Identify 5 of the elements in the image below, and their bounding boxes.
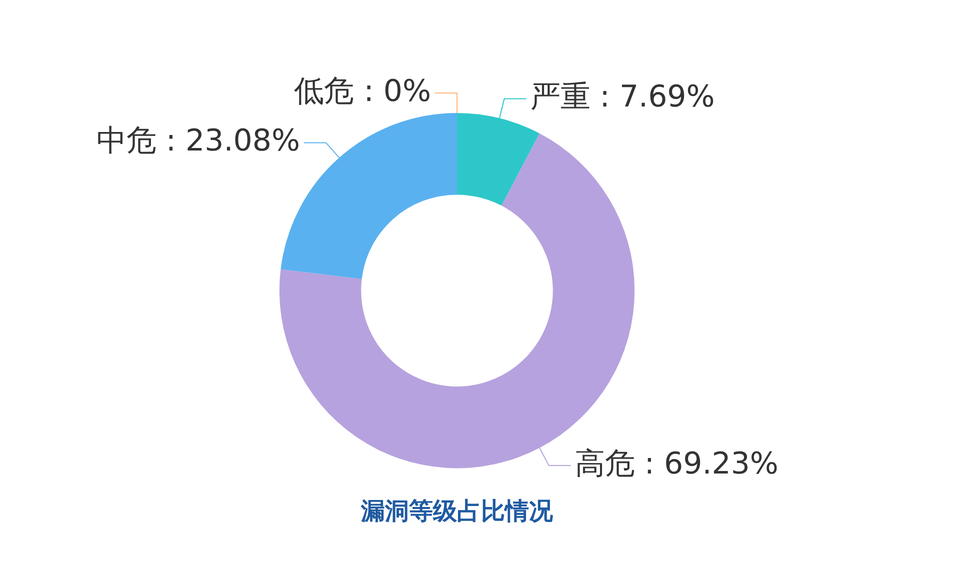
text: 漏洞等级占比情况: [360, 496, 554, 525]
slice-label: 高危 : 69.23%: [574, 446, 778, 482]
legend-label: 低危 : 0%: [294, 74, 431, 109]
slice-label: 严重 : 7.69%: [530, 80, 715, 115]
slice-label: 中危 : 23.08%: [96, 124, 300, 159]
